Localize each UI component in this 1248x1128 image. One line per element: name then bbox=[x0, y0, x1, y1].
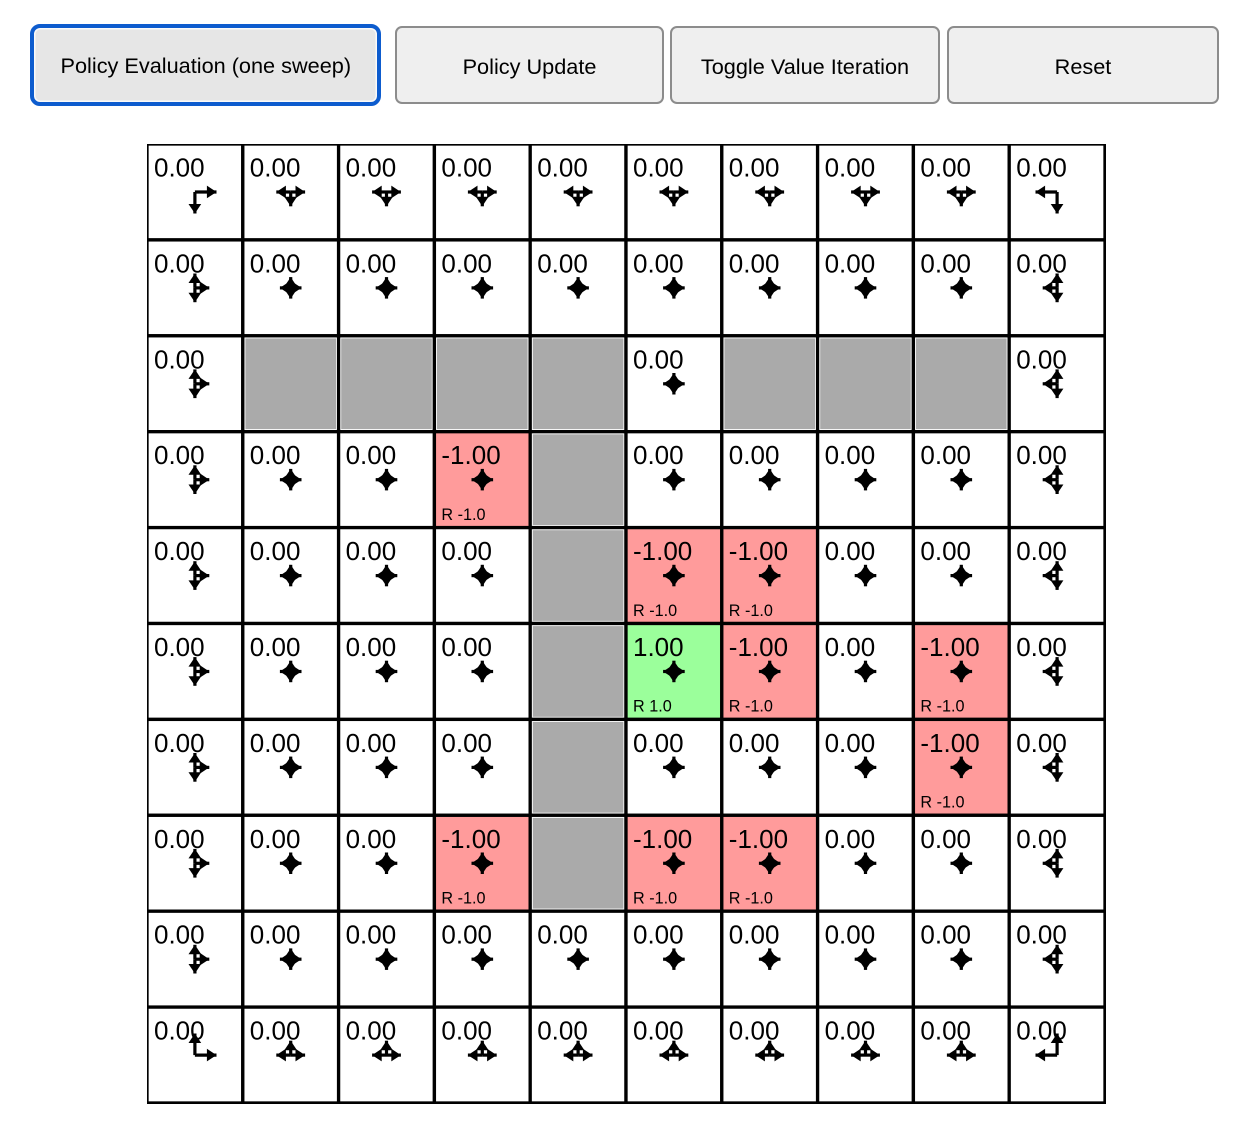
svg-text:0.00: 0.00 bbox=[920, 1015, 971, 1045]
svg-text:0.00: 0.00 bbox=[825, 728, 876, 758]
svg-text:0.00: 0.00 bbox=[825, 824, 876, 854]
svg-text:0.00: 0.00 bbox=[633, 440, 684, 470]
svg-text:0.00: 0.00 bbox=[920, 824, 971, 854]
svg-text:0.00: 0.00 bbox=[250, 536, 301, 566]
svg-text:0.00: 0.00 bbox=[825, 536, 876, 566]
svg-text:0.00: 0.00 bbox=[537, 1015, 588, 1045]
svg-text:0.00: 0.00 bbox=[346, 919, 397, 949]
svg-text:0.00: 0.00 bbox=[441, 248, 492, 278]
svg-text:0.00: 0.00 bbox=[920, 919, 971, 949]
svg-text:R -1.0: R -1.0 bbox=[441, 889, 485, 907]
svg-text:-1.00: -1.00 bbox=[633, 536, 692, 566]
svg-text:0.00: 0.00 bbox=[825, 248, 876, 278]
svg-text:0.00: 0.00 bbox=[154, 728, 205, 758]
svg-text:0.00: 0.00 bbox=[441, 1015, 492, 1045]
svg-text:0.00: 0.00 bbox=[633, 1015, 684, 1045]
svg-text:0.00: 0.00 bbox=[346, 152, 397, 182]
svg-text:0.00: 0.00 bbox=[825, 440, 876, 470]
svg-text:0.00: 0.00 bbox=[154, 440, 205, 470]
svg-text:0.00: 0.00 bbox=[250, 919, 301, 949]
svg-text:0.00: 0.00 bbox=[633, 728, 684, 758]
svg-text:0.00: 0.00 bbox=[825, 919, 876, 949]
svg-text:0.00: 0.00 bbox=[346, 728, 397, 758]
svg-text:0.00: 0.00 bbox=[729, 1015, 780, 1045]
svg-text:0.00: 0.00 bbox=[825, 152, 876, 182]
svg-text:0.00: 0.00 bbox=[250, 728, 301, 758]
svg-text:-1.00: -1.00 bbox=[729, 632, 788, 662]
svg-text:0.00: 0.00 bbox=[729, 440, 780, 470]
svg-text:0.00: 0.00 bbox=[537, 919, 588, 949]
svg-text:-1.00: -1.00 bbox=[441, 824, 500, 854]
svg-text:0.00: 0.00 bbox=[154, 824, 205, 854]
svg-text:1.00: 1.00 bbox=[633, 632, 684, 662]
svg-text:0.00: 0.00 bbox=[920, 152, 971, 182]
svg-text:0.00: 0.00 bbox=[537, 248, 588, 278]
svg-text:-1.00: -1.00 bbox=[633, 824, 692, 854]
svg-text:0.00: 0.00 bbox=[1016, 824, 1067, 854]
svg-text:0.00: 0.00 bbox=[346, 1015, 397, 1045]
svg-text:R -1.0: R -1.0 bbox=[920, 697, 964, 715]
svg-text:R -1.0: R -1.0 bbox=[441, 506, 485, 524]
svg-text:R -1.0: R -1.0 bbox=[633, 602, 677, 620]
svg-text:0.00: 0.00 bbox=[1016, 632, 1067, 662]
svg-text:0.00: 0.00 bbox=[441, 536, 492, 566]
svg-text:0.00: 0.00 bbox=[920, 248, 971, 278]
svg-text:0.00: 0.00 bbox=[633, 344, 684, 374]
svg-text:0.00: 0.00 bbox=[441, 919, 492, 949]
svg-text:0.00: 0.00 bbox=[825, 1015, 876, 1045]
svg-text:0.00: 0.00 bbox=[1016, 440, 1067, 470]
svg-text:0.00: 0.00 bbox=[825, 632, 876, 662]
svg-text:0.00: 0.00 bbox=[154, 152, 205, 182]
svg-text:0.00: 0.00 bbox=[346, 248, 397, 278]
svg-text:0.00: 0.00 bbox=[441, 728, 492, 758]
svg-text:0.00: 0.00 bbox=[729, 919, 780, 949]
svg-text:0.00: 0.00 bbox=[441, 152, 492, 182]
svg-text:R -1.0: R -1.0 bbox=[920, 793, 964, 811]
svg-text:R -1.0: R -1.0 bbox=[729, 697, 773, 715]
svg-text:0.00: 0.00 bbox=[250, 1015, 301, 1045]
svg-text:0.00: 0.00 bbox=[154, 919, 205, 949]
svg-text:0.00: 0.00 bbox=[346, 632, 397, 662]
svg-text:0.00: 0.00 bbox=[154, 632, 205, 662]
svg-text:0.00: 0.00 bbox=[154, 1015, 205, 1045]
svg-text:R -1.0: R -1.0 bbox=[633, 889, 677, 907]
svg-text:0.00: 0.00 bbox=[729, 152, 780, 182]
svg-text:0.00: 0.00 bbox=[633, 152, 684, 182]
svg-text:0.00: 0.00 bbox=[154, 536, 205, 566]
svg-text:0.00: 0.00 bbox=[154, 344, 205, 374]
svg-text:0.00: 0.00 bbox=[346, 440, 397, 470]
svg-text:0.00: 0.00 bbox=[250, 152, 301, 182]
svg-text:0.00: 0.00 bbox=[920, 440, 971, 470]
svg-text:0.00: 0.00 bbox=[1016, 919, 1067, 949]
svg-text:0.00: 0.00 bbox=[729, 728, 780, 758]
svg-text:-1.00: -1.00 bbox=[920, 632, 979, 662]
svg-text:-1.00: -1.00 bbox=[729, 536, 788, 566]
svg-text:0.00: 0.00 bbox=[1016, 152, 1067, 182]
svg-text:0.00: 0.00 bbox=[1016, 248, 1067, 278]
svg-text:0.00: 0.00 bbox=[1016, 1015, 1067, 1045]
svg-text:R -1.0: R -1.0 bbox=[729, 889, 773, 907]
svg-text:0.00: 0.00 bbox=[920, 536, 971, 566]
svg-text:0.00: 0.00 bbox=[250, 632, 301, 662]
svg-text:0.00: 0.00 bbox=[441, 632, 492, 662]
svg-text:0.00: 0.00 bbox=[1016, 344, 1067, 374]
svg-text:0.00: 0.00 bbox=[1016, 536, 1067, 566]
svg-text:-1.00: -1.00 bbox=[729, 824, 788, 854]
svg-text:0.00: 0.00 bbox=[537, 152, 588, 182]
svg-text:-1.00: -1.00 bbox=[441, 440, 500, 470]
svg-text:0.00: 0.00 bbox=[1016, 728, 1067, 758]
svg-text:0.00: 0.00 bbox=[250, 248, 301, 278]
svg-text:0.00: 0.00 bbox=[250, 824, 301, 854]
svg-text:0.00: 0.00 bbox=[154, 248, 205, 278]
svg-text:0.00: 0.00 bbox=[729, 248, 780, 278]
svg-text:R 1.0: R 1.0 bbox=[633, 697, 672, 715]
svg-text:R -1.0: R -1.0 bbox=[729, 602, 773, 620]
svg-text:-1.00: -1.00 bbox=[920, 728, 979, 758]
svg-text:0.00: 0.00 bbox=[346, 536, 397, 566]
svg-text:0.00: 0.00 bbox=[633, 248, 684, 278]
svg-text:0.00: 0.00 bbox=[633, 919, 684, 949]
svg-text:0.00: 0.00 bbox=[250, 440, 301, 470]
svg-text:0.00: 0.00 bbox=[346, 824, 397, 854]
